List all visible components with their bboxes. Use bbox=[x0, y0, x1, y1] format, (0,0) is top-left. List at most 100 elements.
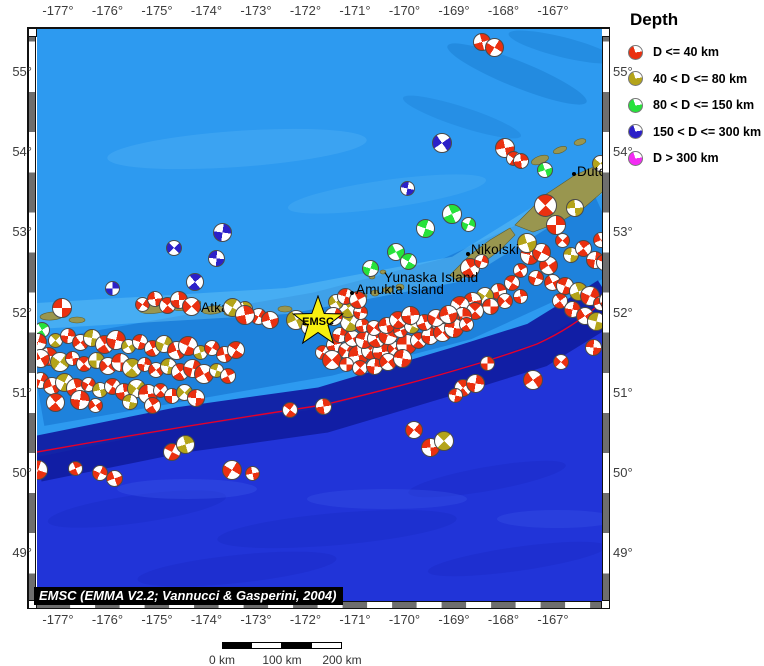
island bbox=[277, 305, 293, 313]
legend-item: 40 < D <= 80 km bbox=[624, 66, 764, 93]
focal-mechanism-d40 bbox=[37, 348, 50, 368]
bathy-streak bbox=[497, 510, 602, 528]
plate-boundary-line bbox=[37, 301, 602, 453]
tick-label: 53° bbox=[613, 224, 633, 240]
focal-mechanism-d40 bbox=[261, 311, 279, 329]
focal-mechanism-d80 bbox=[586, 311, 602, 331]
tick-label: -172° bbox=[289, 3, 322, 18]
scale-label-0: 0 km bbox=[208, 653, 236, 666]
focal-mechanism-d40 bbox=[592, 295, 602, 311]
focal-mechanism-d40 bbox=[533, 193, 557, 217]
tick-label: 49° bbox=[12, 545, 32, 561]
focal-mechanism-d40 bbox=[222, 460, 242, 480]
tick-label: 52° bbox=[613, 304, 633, 320]
map-canvas: Atka EMSC Yunaska Island Amukta Island Nik… bbox=[37, 29, 602, 601]
bathy-streak bbox=[508, 30, 602, 64]
tick-label: -167° bbox=[537, 612, 569, 627]
bathy-streak bbox=[287, 174, 487, 214]
focal-mechanism-d300 bbox=[207, 249, 225, 267]
focal-mechanism-d40 bbox=[484, 37, 504, 57]
island bbox=[573, 138, 587, 146]
focal-mechanism-d40 bbox=[553, 354, 569, 370]
focal-mechanism-d40 bbox=[447, 387, 463, 403]
tick-label: 52° bbox=[12, 304, 32, 320]
tick-label: 54° bbox=[12, 144, 32, 160]
frame-corner bbox=[28, 28, 37, 37]
legend-item: D <= 40 km bbox=[624, 39, 764, 66]
attribution: EMSC (EMMA V2.2; Vannucci & Gasperini, 2… bbox=[34, 587, 344, 605]
focal-mechanism-d80 bbox=[517, 233, 537, 253]
tick-label: -171° bbox=[339, 612, 371, 627]
focal-mechanism-d40 bbox=[554, 232, 570, 248]
tick-label: -174° bbox=[190, 3, 223, 18]
place-label-dutch: Dutc bbox=[577, 164, 602, 179]
legend-item-label: 40 < D <= 80 km bbox=[653, 71, 748, 86]
bathy-streak bbox=[307, 489, 467, 509]
focal-mechanism-d40 bbox=[584, 338, 602, 356]
bathy-streak bbox=[137, 551, 337, 587]
focal-mechanism-d40 bbox=[87, 397, 103, 413]
legend-item-label: D > 300 km bbox=[653, 151, 719, 166]
focal-mechanism-d40 bbox=[235, 305, 255, 325]
focal-mechanism-d40 bbox=[244, 465, 260, 481]
tick-label: -169° bbox=[438, 612, 470, 627]
focal-mechanism-d40 bbox=[513, 153, 529, 169]
bathy-streak bbox=[427, 541, 602, 577]
focal-mechanism-d40 bbox=[220, 368, 236, 384]
scale-bar-segment bbox=[312, 642, 342, 649]
focal-mechanism-d150 bbox=[442, 204, 462, 224]
bathy-streak bbox=[117, 479, 257, 499]
tick-label: 50° bbox=[12, 465, 32, 480]
focal-mechanism-d40 bbox=[512, 262, 528, 278]
focal-mechanism-d40 bbox=[314, 397, 332, 415]
legend-item-label: D <= 40 km bbox=[653, 45, 720, 60]
focal-mechanism-d40 bbox=[45, 392, 65, 412]
focal-mechanism-d80 bbox=[434, 431, 454, 451]
focal-mechanism-d40 bbox=[70, 390, 90, 410]
focal-mechanism-d300 bbox=[104, 280, 120, 296]
frame-corner bbox=[601, 28, 610, 37]
beachball-icon-d300plus bbox=[628, 150, 643, 166]
legend-item-label: 80 < D <= 150 km bbox=[653, 98, 755, 113]
bathy-streak bbox=[402, 95, 522, 139]
focal-mechanism-d40 bbox=[531, 242, 551, 262]
focal-mechanism-d40 bbox=[473, 253, 489, 269]
focal-mechanism-d80 bbox=[175, 434, 195, 454]
town-marker-amukta bbox=[350, 291, 354, 295]
bathy-streak bbox=[47, 490, 227, 528]
island bbox=[553, 146, 567, 154]
focal-mechanism-d80 bbox=[566, 199, 584, 217]
focal-mechanism-d150 bbox=[415, 218, 435, 238]
bathy-streak bbox=[107, 128, 367, 170]
focal-mechanism-d40 bbox=[405, 421, 423, 439]
focal-mechanism-d40 bbox=[481, 297, 499, 315]
legend-item: D > 300 km bbox=[624, 145, 764, 172]
tick-label: -177° bbox=[42, 612, 74, 627]
frame-corner bbox=[601, 600, 610, 609]
depth-legend: Depth D <= 40 km 40 < D <= 80 km 80 < D … bbox=[624, 10, 764, 172]
tick-label: -175° bbox=[141, 3, 173, 18]
bathy-streak bbox=[408, 460, 566, 498]
focal-mechanism-d40 bbox=[181, 296, 201, 316]
emsc-event-star: EMSC bbox=[291, 295, 345, 345]
focal-mechanism-d40 bbox=[479, 355, 495, 371]
island bbox=[68, 316, 86, 324]
focal-mechanism-d40 bbox=[528, 270, 544, 286]
place-label-amukta: Amukta Island bbox=[356, 282, 445, 297]
tick-label: -169° bbox=[438, 3, 470, 18]
star-shape bbox=[291, 295, 345, 345]
place-label-nikolski: Nikolski bbox=[471, 242, 520, 257]
scale-label-100: 100 km bbox=[262, 653, 302, 666]
focal-mechanism-d40 bbox=[546, 215, 566, 235]
scale-bar-segment bbox=[252, 642, 282, 649]
tick-label: 54° bbox=[613, 144, 633, 160]
focal-mechanism-d40 bbox=[67, 460, 83, 476]
scale-label-200: 200 km bbox=[322, 653, 362, 666]
tick-label: 55° bbox=[12, 64, 32, 79]
focal-mechanism-d40 bbox=[52, 298, 72, 318]
place-label-atka: Atka bbox=[201, 300, 229, 315]
focal-mechanism-d40 bbox=[465, 373, 485, 393]
legend-item-label: 150 < D <= 300 km bbox=[653, 124, 762, 139]
tick-label: -177° bbox=[42, 3, 74, 18]
scale-bar-segment bbox=[222, 642, 252, 649]
